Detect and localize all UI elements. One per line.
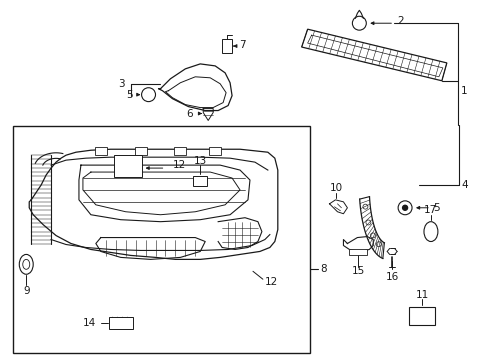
Bar (408, 307, 434, 325)
Ellipse shape (423, 222, 437, 242)
Bar (349, 249, 366, 255)
Text: 9: 9 (23, 286, 29, 296)
Text: 7: 7 (239, 40, 245, 50)
Text: 12: 12 (264, 277, 278, 287)
Bar (114, 155, 142, 177)
Text: 12: 12 (172, 160, 185, 170)
Bar (108, 317, 132, 329)
Text: 1: 1 (460, 86, 467, 96)
Polygon shape (301, 29, 446, 81)
Ellipse shape (19, 255, 33, 274)
Text: 6: 6 (186, 108, 193, 118)
Bar (95, 147, 106, 155)
Bar (193, 176, 207, 186)
Text: 3: 3 (118, 79, 124, 89)
Ellipse shape (23, 260, 30, 269)
Text: 13: 13 (193, 156, 206, 166)
Text: 5: 5 (126, 90, 132, 100)
Bar (13, 126, 309, 353)
Circle shape (402, 205, 407, 210)
Text: 5: 5 (432, 203, 439, 213)
Text: 11: 11 (414, 290, 428, 300)
Text: 16: 16 (385, 272, 398, 282)
Bar (134, 147, 146, 155)
Text: 10: 10 (329, 183, 343, 193)
Bar (222, 39, 232, 53)
Bar (174, 147, 186, 155)
Bar (209, 147, 221, 155)
Text: 14: 14 (82, 318, 96, 328)
Text: 8: 8 (320, 264, 326, 274)
Text: 2: 2 (396, 16, 403, 26)
Text: 4: 4 (461, 180, 468, 190)
Text: 15: 15 (351, 266, 364, 276)
Text: 17: 17 (424, 205, 437, 215)
